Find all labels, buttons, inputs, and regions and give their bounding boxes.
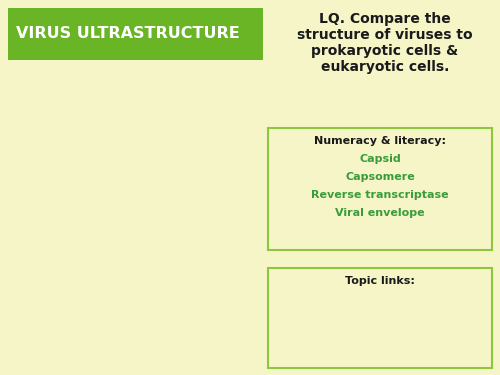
Text: LQ. Compare the: LQ. Compare the	[319, 12, 451, 26]
Text: Capsomere: Capsomere	[345, 172, 415, 182]
Text: diseases: diseases	[358, 338, 403, 348]
Text: Reverse transcriptase: Reverse transcriptase	[311, 190, 449, 200]
Text: Capsid: Capsid	[359, 154, 401, 164]
Text: Topic links:: Topic links:	[345, 276, 415, 286]
Text: VIRUS ULTRASTRUCTURE: VIRUS ULTRASTRUCTURE	[16, 27, 240, 42]
Text: – viral: – viral	[414, 323, 448, 333]
Text: Numeracy & literacy:: Numeracy & literacy:	[314, 136, 446, 146]
Text: causes of infectious disease: causes of infectious disease	[306, 310, 454, 320]
Text: eukaryotic cells.: eukaryotic cells.	[321, 60, 449, 74]
Text: Ks4:: Ks4:	[300, 294, 329, 304]
Text: Ks5: Immunology: Ks5: Immunology	[312, 323, 414, 333]
Text: prokaryotic cells &: prokaryotic cells &	[312, 44, 458, 58]
Text: Infection & response: Infection & response	[329, 294, 452, 304]
Text: Viral envelope: Viral envelope	[335, 208, 425, 218]
Text: –: –	[452, 294, 460, 304]
Text: structure of viruses to: structure of viruses to	[297, 28, 473, 42]
